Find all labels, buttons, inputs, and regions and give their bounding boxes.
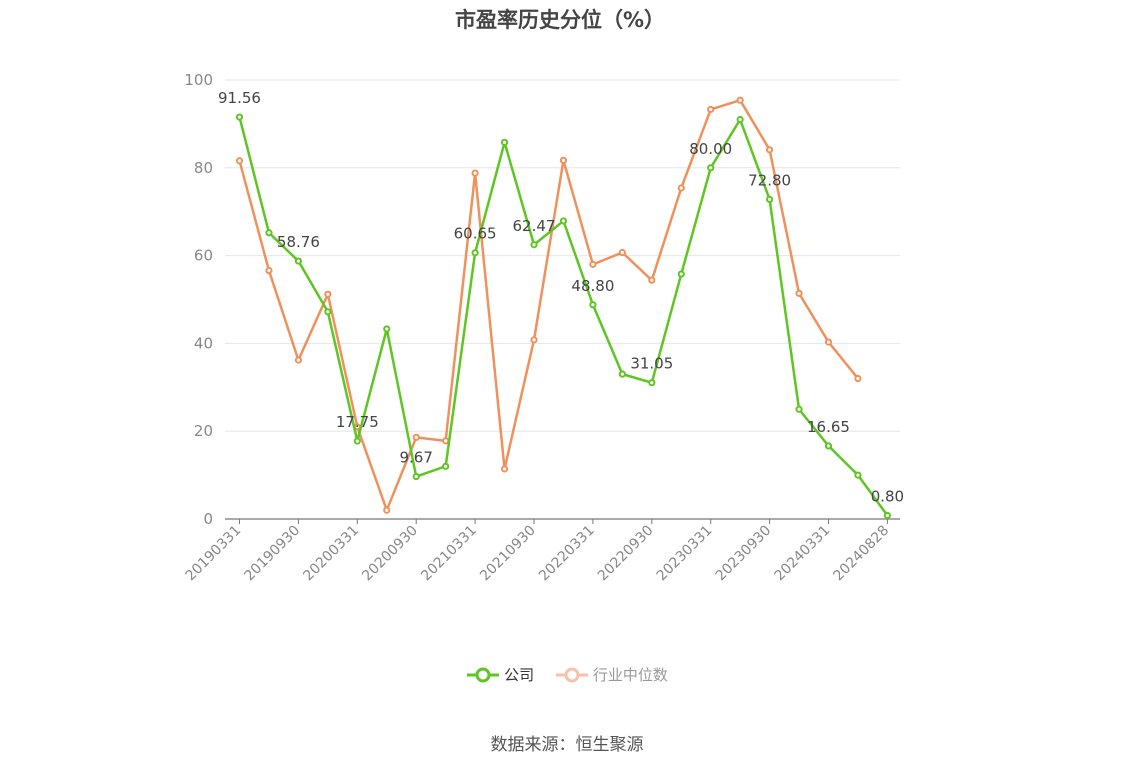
x-tick-label: 20220331 xyxy=(536,523,598,585)
data-point-industry xyxy=(795,289,803,297)
legend: 公司 行业中位数 xyxy=(0,664,1134,685)
y-tick-label: 20 xyxy=(194,422,213,440)
data-point-industry xyxy=(383,506,391,514)
grid-lines xyxy=(225,79,900,432)
data-point-industry xyxy=(530,336,538,344)
data-point-company xyxy=(383,325,391,333)
data-labels: 91.56 58.76 17.75 9.67 60.65 62.47 48.80 31.05 8… xyxy=(218,89,904,505)
y-tick-label: 60 xyxy=(194,247,213,265)
data-label: 72.80 xyxy=(748,171,791,189)
data-point-industry xyxy=(412,433,420,441)
y-tick-label: 0 xyxy=(203,510,213,528)
x-tick-label: 20190331 xyxy=(183,523,245,585)
data-point-industry xyxy=(471,169,479,177)
x-tick-label: 20210331 xyxy=(418,523,480,585)
data-point-industry xyxy=(707,105,715,114)
data-point-industry xyxy=(736,96,744,104)
data-point-company xyxy=(648,379,656,387)
data-point-company xyxy=(471,249,479,257)
data-point-industry xyxy=(677,184,685,192)
data-source: 数据来源：恒生聚源 xyxy=(490,735,644,755)
x-tick-label: 20230331 xyxy=(654,523,716,585)
data-point-industry xyxy=(442,437,450,445)
data-label: 80.00 xyxy=(689,140,732,158)
x-tick-label: 20220930 xyxy=(595,523,657,585)
data-label: 58.76 xyxy=(277,233,320,251)
data-point-company xyxy=(265,229,273,237)
y-tick-label: 40 xyxy=(194,334,213,352)
data-label: 17.75 xyxy=(336,413,379,431)
data-point-industry xyxy=(854,374,862,383)
x-tick-label: 20200331 xyxy=(300,523,362,585)
data-label: 9.67 xyxy=(399,449,432,467)
x-tick-label: 20230930 xyxy=(713,523,775,585)
data-point-industry xyxy=(559,156,568,164)
data-point-company xyxy=(824,442,833,450)
data-point-company xyxy=(530,241,538,249)
data-point-company xyxy=(766,195,774,204)
data-point-company xyxy=(324,308,332,316)
data-point-company xyxy=(589,301,597,309)
data-point-company xyxy=(559,217,568,225)
data-label: 31.05 xyxy=(630,355,673,373)
data-point-industry xyxy=(766,146,774,154)
data-point-company xyxy=(353,437,361,445)
data-label: 48.80 xyxy=(571,277,614,295)
data-point-company xyxy=(883,511,892,520)
data-point-company xyxy=(795,405,803,413)
data-point-company xyxy=(677,270,685,278)
data-point-industry xyxy=(618,248,626,257)
data-label: 60.65 xyxy=(454,225,497,243)
data-point-company xyxy=(618,370,626,378)
data-point-industry xyxy=(648,276,656,284)
y-tick-label: 100 xyxy=(184,71,213,89)
data-point-industry xyxy=(265,266,273,275)
legend-company-label: 公司 xyxy=(504,666,535,684)
data-label: 62.47 xyxy=(513,217,556,235)
data-point-industry xyxy=(824,338,833,346)
chart-title: 市盈率历史分位（%） xyxy=(454,8,666,32)
axes: 0 20 40 60 80 100 2019033120190930202003312020… xyxy=(183,71,900,584)
x-tick-label: 20200930 xyxy=(359,523,421,585)
data-label: 0.80 xyxy=(871,487,904,505)
data-point-company xyxy=(500,138,509,146)
data-point-industry xyxy=(324,290,332,298)
series-line-industry xyxy=(238,98,859,512)
data-point-industry xyxy=(235,157,244,165)
legend-company-icon xyxy=(467,667,500,682)
data-point-company xyxy=(235,113,244,121)
x-tick-label: 20240331 xyxy=(772,523,834,585)
data-label: 91.56 xyxy=(218,89,261,107)
legend-industry-icon xyxy=(555,667,588,682)
x-tick-label: 20190930 xyxy=(242,523,304,585)
data-point-company xyxy=(854,471,862,479)
legend-item-company[interactable]: 公司 xyxy=(466,664,534,685)
y-tick-label: 80 xyxy=(194,159,213,177)
data-label: 16.65 xyxy=(807,418,850,436)
series-lines xyxy=(235,96,892,520)
x-tick-label: 20210930 xyxy=(477,523,539,585)
data-point-company xyxy=(412,472,420,481)
data-point-company xyxy=(294,257,302,265)
data-point-industry xyxy=(294,356,302,364)
data-point-company xyxy=(707,164,715,172)
data-point-industry xyxy=(500,465,509,473)
data-point-industry xyxy=(589,260,597,268)
data-point-company xyxy=(736,115,744,124)
legend-industry-label: 行业中位数 xyxy=(592,666,668,684)
data-point-company xyxy=(442,462,450,470)
legend-item-industry[interactable]: 行业中位数 xyxy=(555,664,668,685)
x-tick-label: 20240828 xyxy=(831,523,893,585)
